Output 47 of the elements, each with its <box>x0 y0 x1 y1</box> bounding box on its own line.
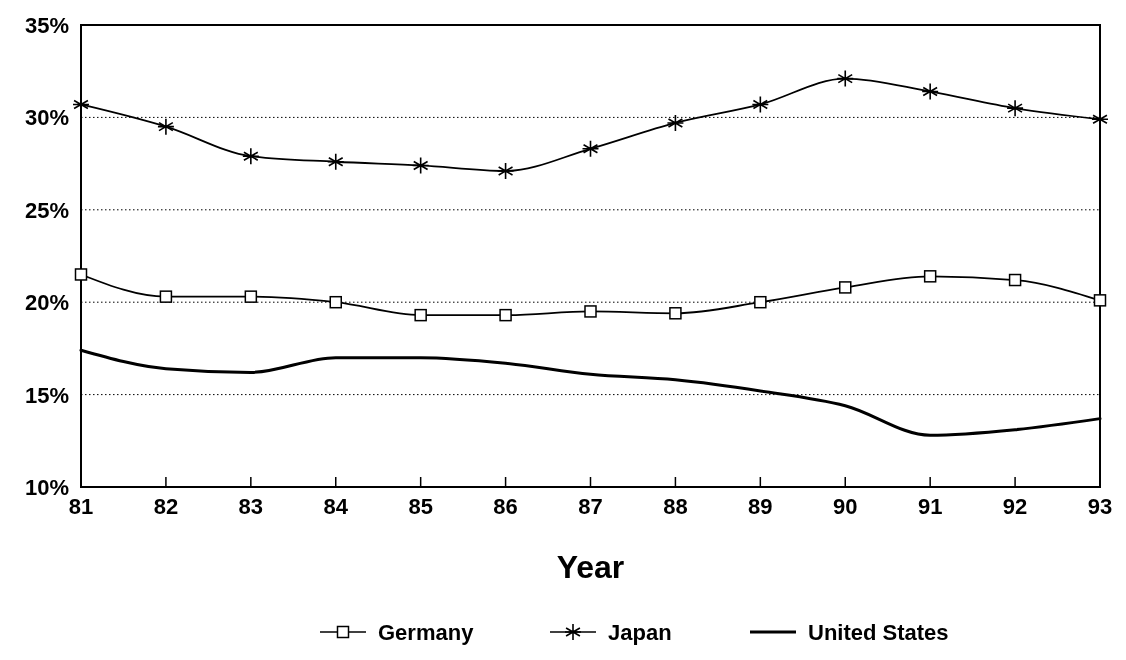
x-tick-label: 83 <box>238 494 264 519</box>
point <box>499 308 512 322</box>
point <box>839 281 852 294</box>
point <box>414 308 427 322</box>
point <box>584 305 597 318</box>
point <box>1008 273 1022 287</box>
x-axis-title: Year <box>556 549 625 585</box>
point <box>74 268 88 281</box>
point <box>751 95 770 114</box>
point <box>921 82 939 101</box>
point <box>669 307 682 320</box>
y-tick-label: 25% <box>24 197 69 223</box>
y-tick-label: 35% <box>24 13 69 38</box>
point <box>244 290 258 303</box>
x-tick-label: 86 <box>493 494 518 519</box>
point <box>329 295 342 309</box>
y-tick-label: 15% <box>24 382 69 408</box>
point <box>1006 99 1024 117</box>
x-tick-label: 92 <box>1002 494 1028 519</box>
x-tick-label: 84 <box>323 494 349 519</box>
y-tick-label: 30% <box>24 105 69 131</box>
point <box>242 147 260 166</box>
x-tick-label: 90 <box>833 494 858 519</box>
point <box>157 117 175 136</box>
point <box>326 152 345 171</box>
y-tick-label: 10% <box>24 475 69 500</box>
x-tick-label: 81 <box>68 494 94 519</box>
legend-label: United States <box>808 620 949 645</box>
point <box>666 114 685 132</box>
point <box>1093 294 1107 307</box>
legend-label: Japan <box>608 620 672 645</box>
point <box>836 69 855 88</box>
x-tick-label: 93 <box>1087 494 1113 519</box>
x-tick-label: 91 <box>917 494 943 519</box>
point <box>159 290 173 303</box>
y-tick-label: 20% <box>24 290 69 316</box>
point <box>581 140 600 158</box>
point <box>411 156 430 175</box>
point <box>754 295 767 309</box>
legend-label: Germany <box>378 620 475 645</box>
x-tick-label: 87 <box>578 494 603 519</box>
point <box>496 162 515 180</box>
x-tick-label: 89 <box>748 494 773 519</box>
x-tick-label: 88 <box>663 494 688 519</box>
x-tick-label: 85 <box>408 494 433 519</box>
point <box>923 270 937 283</box>
x-tick-label: 82 <box>153 494 179 519</box>
